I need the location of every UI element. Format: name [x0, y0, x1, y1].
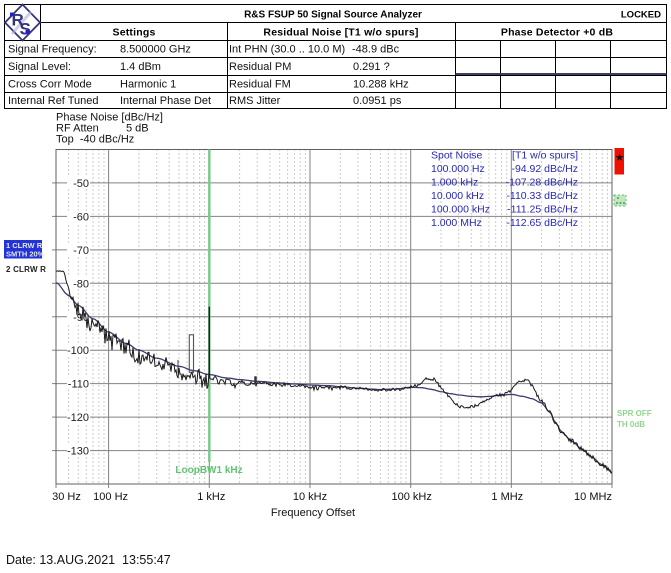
- svg-text:-130: -130: [67, 446, 89, 458]
- svg-text:1 MHz: 1 MHz: [491, 491, 523, 503]
- svg-text:-94.92 dBc/Hz: -94.92 dBc/Hz: [511, 163, 578, 175]
- svg-text:Spot Noise: Spot Noise: [431, 150, 483, 162]
- svg-text:★: ★: [615, 152, 625, 164]
- svg-text:0.291 ?: 0.291 ?: [353, 61, 390, 73]
- svg-text:[T1 w/o spurs]: [T1 w/o spurs]: [512, 150, 578, 162]
- svg-text:SPR OFF: SPR OFF: [617, 409, 652, 418]
- svg-text:1.4 dBm: 1.4 dBm: [120, 61, 161, 73]
- svg-text:10 kHz: 10 kHz: [293, 491, 327, 503]
- svg-text:SMTH 20%: SMTH 20%: [6, 250, 45, 259]
- svg-text:30 Hz: 30 Hz: [52, 491, 81, 503]
- svg-text:-120: -120: [67, 412, 89, 424]
- svg-text:2 CLRW R: 2 CLRW R: [6, 265, 46, 274]
- svg-text:R&S FSUP 50 Signal Source Anal: R&S FSUP 50 Signal Source Analyzer: [244, 10, 422, 21]
- svg-text:TH 0dB: TH 0dB: [617, 420, 645, 429]
- svg-text:Signal Level:: Signal Level:: [8, 61, 71, 73]
- svg-text:Phase Noise [dBc/Hz]: Phase Noise [dBc/Hz]: [56, 112, 163, 124]
- svg-text:-110.33 dBc/Hz: -110.33 dBc/Hz: [506, 190, 578, 202]
- svg-text:-70: -70: [73, 245, 89, 257]
- svg-text:100 Hz: 100 Hz: [93, 491, 128, 503]
- svg-text:1 CLRW R: 1 CLRW R: [6, 241, 43, 250]
- svg-text:10.000 kHz: 10.000 kHz: [431, 190, 484, 202]
- svg-text:10.288 kHz: 10.288 kHz: [353, 79, 409, 91]
- svg-text:-80: -80: [73, 278, 89, 290]
- svg-text:-111.25 dBc/Hz: -111.25 dBc/Hz: [507, 204, 578, 216]
- svg-text:0.0951 ps: 0.0951 ps: [353, 95, 402, 107]
- svg-text:1.000 MHz: 1.000 MHz: [431, 217, 482, 229]
- svg-text:LoopBW1 kHz: LoopBW1 kHz: [175, 465, 242, 476]
- svg-text:-110: -110: [68, 379, 89, 391]
- svg-text:100.000 Hz: 100.000 Hz: [431, 163, 485, 175]
- svg-text:5 dB: 5 dB: [126, 123, 149, 135]
- svg-text:Phase Detector +0 dB: Phase Detector +0 dB: [501, 27, 613, 39]
- svg-text:Top -40 dBc/Hz: Top -40 dBc/Hz: [56, 134, 134, 146]
- svg-text:S: S: [20, 20, 31, 39]
- svg-text:Internal Ref Tuned: Internal Ref Tuned: [8, 95, 99, 107]
- svg-text:Harmonic 1: Harmonic 1: [120, 79, 176, 91]
- svg-text:Settings: Settings: [112, 27, 155, 39]
- svg-text:-100: -100: [67, 345, 89, 357]
- svg-text:Cross Corr Mode: Cross Corr Mode: [8, 79, 92, 91]
- svg-text:Internal Phase Det: Internal Phase Det: [120, 95, 211, 107]
- svg-text:8.500000 GHz: 8.500000 GHz: [120, 44, 191, 56]
- svg-text:RF Atten: RF Atten: [56, 123, 99, 135]
- svg-text:R: R: [12, 11, 24, 30]
- svg-text:10 MHz: 10 MHz: [574, 491, 612, 503]
- svg-text:-107.28 dBc/Hz: -107.28 dBc/Hz: [506, 177, 578, 189]
- svg-text:Int PHN (30.0 .. 10.0 M): Int PHN (30.0 .. 10.0 M): [229, 44, 345, 56]
- svg-text:100 kHz: 100 kHz: [392, 491, 432, 503]
- svg-text:Date: 13.AUG.2021 13:55:47: Date: 13.AUG.2021 13:55:47: [6, 553, 171, 567]
- svg-text:-50: -50: [73, 178, 89, 190]
- svg-text:100.000 kHz: 100.000 kHz: [431, 204, 490, 216]
- svg-text:Residual FM: Residual FM: [229, 79, 291, 91]
- svg-text:RMS Jitter: RMS Jitter: [229, 95, 281, 107]
- svg-text:Signal Frequency:: Signal Frequency:: [8, 44, 97, 56]
- svg-text:Residual PM: Residual PM: [229, 61, 291, 73]
- svg-text:LOCKED: LOCKED: [621, 10, 661, 21]
- svg-text:Frequency Offset: Frequency Offset: [271, 507, 355, 519]
- svg-text:1 kHz: 1 kHz: [197, 491, 225, 503]
- svg-text:Residual Noise [T1 w/o spurs]: Residual Noise [T1 w/o spurs]: [263, 27, 418, 39]
- svg-text:-60: -60: [73, 211, 89, 223]
- svg-text:1.000 kHz: 1.000 kHz: [431, 177, 478, 189]
- svg-text:-112.65 dBc/Hz: -112.65 dBc/Hz: [506, 217, 578, 229]
- svg-text:-48.9 dBc: -48.9 dBc: [352, 44, 400, 56]
